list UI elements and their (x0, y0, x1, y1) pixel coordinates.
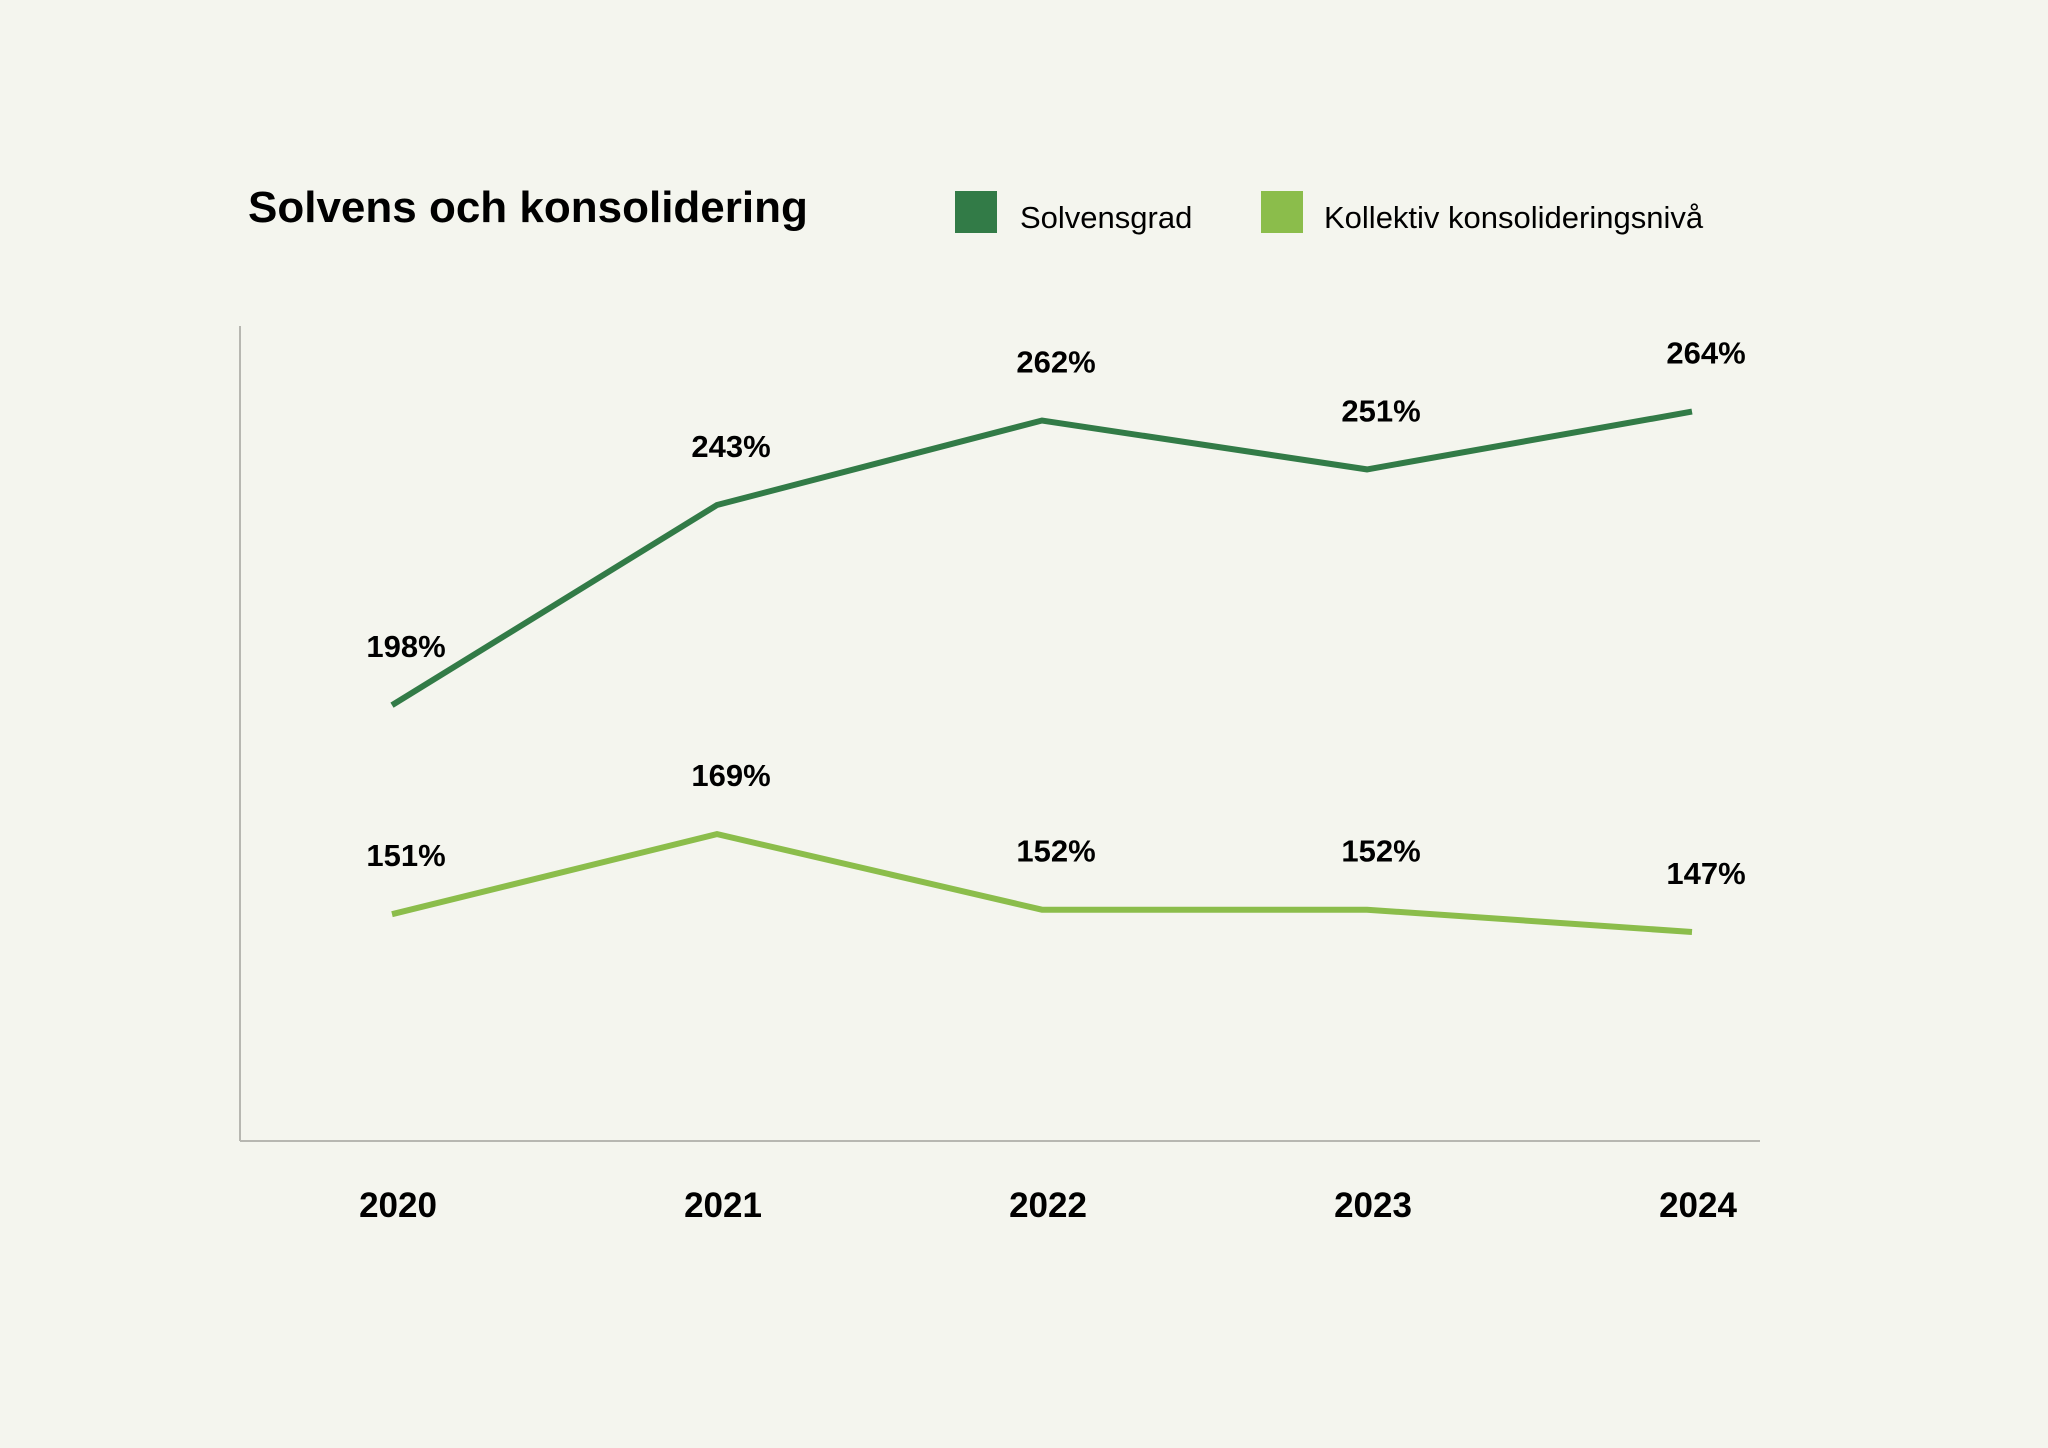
data-labels: 198% 243% 262% 251% 264% 151% 169% 152% 152% 147% (366, 336, 1745, 891)
x-tick-label-2024: 2024 (1659, 1186, 1737, 1225)
x-tick-label-2020: 2020 (359, 1186, 437, 1225)
data-label-kollektiv-konsolideringsniva-2024: 147% (1666, 856, 1745, 891)
data-label-kollektiv-konsolideringsniva-2020: 151% (366, 838, 445, 873)
x-axis-ticks: 2020 2021 2022 2023 2024 (359, 1186, 1737, 1225)
chart-title: Solvens och konsolidering (248, 183, 808, 232)
legend-label-kollektiv-konsolideringsniva: Kollektiv konsolideringsnivå (1324, 200, 1704, 235)
x-tick-label-2021: 2021 (684, 1186, 762, 1225)
data-label-solvensgrad-2024: 264% (1666, 336, 1745, 371)
data-label-kollektiv-konsolideringsniva-2021: 169% (691, 758, 770, 793)
data-label-solvensgrad-2023: 251% (1341, 393, 1420, 428)
series-lines (390, 408, 1693, 935)
series-line-solvensgrad (390, 408, 1693, 708)
legend: Solvensgrad Kollektiv konsolideringsnivå (955, 191, 1704, 235)
data-label-solvensgrad-2022: 262% (1016, 345, 1095, 380)
data-label-kollektiv-konsolideringsniva-2023: 152% (1341, 834, 1420, 869)
data-label-kollektiv-konsolideringsniva-2022: 152% (1016, 834, 1095, 869)
legend-swatch-kollektiv-konsolideringsniva (1261, 191, 1303, 233)
legend-label-solvensgrad: Solvensgrad (1020, 200, 1192, 235)
series-line-kollektiv-konsolideringsniva (391, 831, 1693, 935)
x-tick-label-2022: 2022 (1009, 1186, 1087, 1225)
legend-swatch-solvensgrad (955, 191, 997, 233)
x-tick-label-2023: 2023 (1334, 1186, 1412, 1225)
data-label-solvensgrad-2021: 243% (691, 429, 770, 464)
data-label-solvensgrad-2020: 198% (366, 629, 445, 664)
